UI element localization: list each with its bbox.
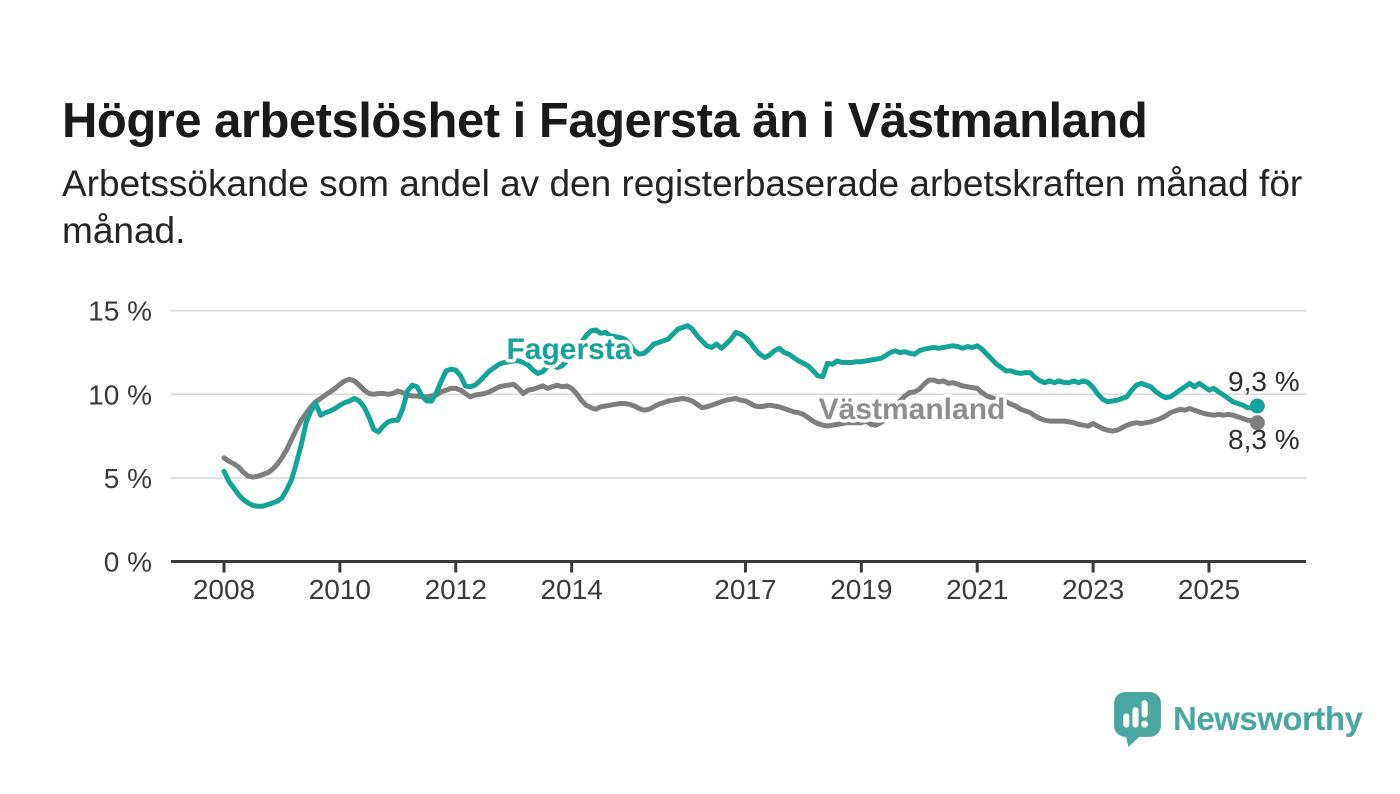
x-tick-label-2012: 2012 [425,574,487,605]
series-label-fagersta: Fagersta [506,333,631,366]
y-tick-label-0: 0 % [104,547,152,578]
subtitle-line-2: månad. [62,210,186,251]
x-tick-label-2025: 2025 [1178,574,1240,605]
x-tick-label-2010: 2010 [309,574,371,605]
chart-subtitle: Arbetssökande som andel av den registerb… [62,160,1342,254]
x-tick-label-2019: 2019 [830,574,892,605]
subtitle-line-1: Arbetssökande som andel av den registerb… [62,163,1303,204]
x-tick-label-2008: 2008 [193,574,255,605]
x-tick-label-2023: 2023 [1062,574,1124,605]
x-tick-label-2014: 2014 [540,574,602,605]
newsworthy-bubble-barchart-icon [1114,691,1161,747]
x-tick-label-2021: 2021 [946,574,1008,605]
y-tick-label-15: 15 % [88,296,152,327]
newsworthy-wordmark: Newsworthy [1173,700,1363,737]
end-value-label-fagersta: 9,3 % [1228,366,1300,397]
series-end-dot-fagersta [1249,398,1265,414]
series-line-västmanland [221,376,1260,480]
y-tick-label-5: 5 % [104,463,152,494]
series-label-västmanland: Västmanland [819,393,1006,426]
series-line-fagersta [221,323,1260,509]
newsworthy-logo: Newsworthy [1114,690,1363,748]
page-title: Högre arbetslöshet i Fagersta än i Västm… [62,93,1148,148]
y-tick-label-10: 10 % [88,379,152,410]
end-value-label-västmanland: 8,3 % [1228,424,1300,455]
x-tick-label-2017: 2017 [714,574,776,605]
series-end-dot-västmanland [1249,415,1265,431]
